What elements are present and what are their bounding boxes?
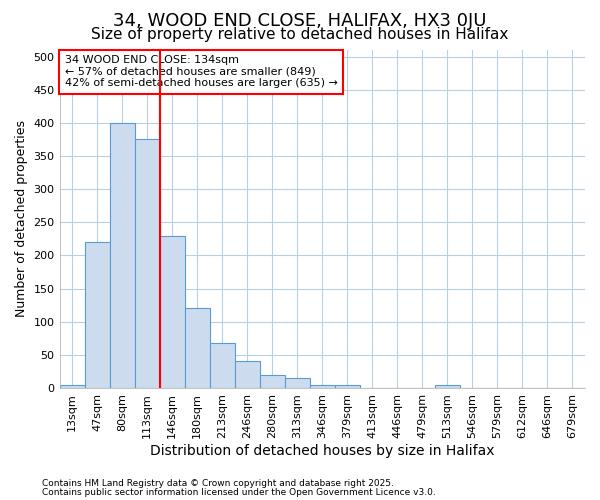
Bar <box>335 384 360 388</box>
Text: Contains public sector information licensed under the Open Government Licence v3: Contains public sector information licen… <box>42 488 436 497</box>
Text: 34, WOOD END CLOSE, HALIFAX, HX3 0JU: 34, WOOD END CLOSE, HALIFAX, HX3 0JU <box>113 12 487 30</box>
X-axis label: Distribution of detached houses by size in Halifax: Distribution of detached houses by size … <box>150 444 494 458</box>
Bar <box>110 123 134 388</box>
Bar <box>435 384 460 388</box>
Bar <box>310 384 335 388</box>
Bar <box>85 242 110 388</box>
Bar <box>185 308 209 388</box>
Text: 34 WOOD END CLOSE: 134sqm
← 57% of detached houses are smaller (849)
42% of semi: 34 WOOD END CLOSE: 134sqm ← 57% of detac… <box>65 55 338 88</box>
Text: Size of property relative to detached houses in Halifax: Size of property relative to detached ho… <box>91 28 509 42</box>
Bar <box>235 362 260 388</box>
Bar <box>59 384 85 388</box>
Bar <box>285 378 310 388</box>
Bar <box>209 343 235 388</box>
Text: Contains HM Land Registry data © Crown copyright and database right 2025.: Contains HM Land Registry data © Crown c… <box>42 479 394 488</box>
Bar <box>260 374 285 388</box>
Y-axis label: Number of detached properties: Number of detached properties <box>15 120 28 318</box>
Bar <box>160 236 185 388</box>
Bar <box>134 140 160 388</box>
